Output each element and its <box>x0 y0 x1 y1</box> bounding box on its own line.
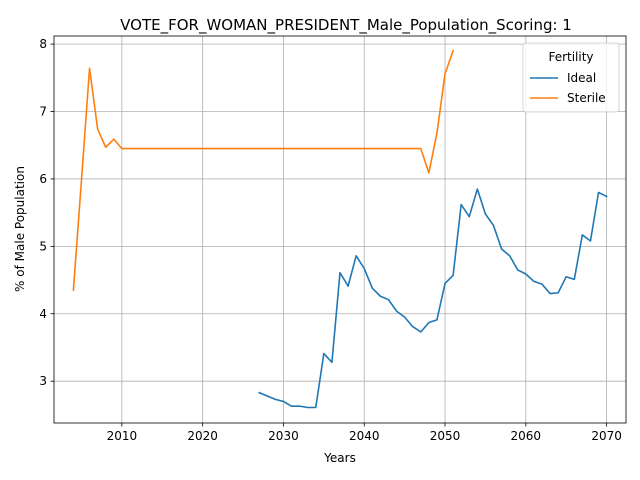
legend-box <box>522 42 620 113</box>
y-tick-label: 6 <box>39 172 47 186</box>
legend-title: Fertility <box>548 50 593 64</box>
x-axis: 2010 2020 2030 2040 2050 2060 2070 <box>107 423 622 443</box>
y-tick-label: 5 <box>39 239 47 253</box>
y-tick-label: 8 <box>39 37 47 51</box>
chart-title: VOTE_FOR_WOMAN_PRESIDENT_Male_Population… <box>120 16 572 35</box>
y-tick-label: 3 <box>39 374 47 388</box>
legend-label-ideal: Ideal <box>567 71 596 85</box>
legend: Fertility Ideal Sterile <box>522 42 620 113</box>
x-tick-label: 2040 <box>349 429 380 443</box>
series-line-sterile <box>72 49 455 292</box>
series-line-ideal <box>258 188 608 409</box>
x-tick-label: 2050 <box>430 429 461 443</box>
x-axis-label: Years <box>323 451 356 465</box>
y-axis-label: % of Male Population <box>13 166 27 292</box>
plot-frame <box>53 35 627 424</box>
x-tick-label: 2020 <box>187 429 218 443</box>
x-tick-label: 2060 <box>511 429 542 443</box>
x-tick-label: 2030 <box>268 429 299 443</box>
y-axis: 3 4 5 6 7 8 <box>39 37 54 388</box>
series-layer <box>72 49 608 409</box>
x-tick-label: 2070 <box>591 429 622 443</box>
x-tick-label: 2010 <box>107 429 138 443</box>
y-tick-label: 7 <box>39 105 47 119</box>
legend-label-sterile: Sterile <box>567 91 606 105</box>
y-tick-label: 4 <box>39 307 47 321</box>
